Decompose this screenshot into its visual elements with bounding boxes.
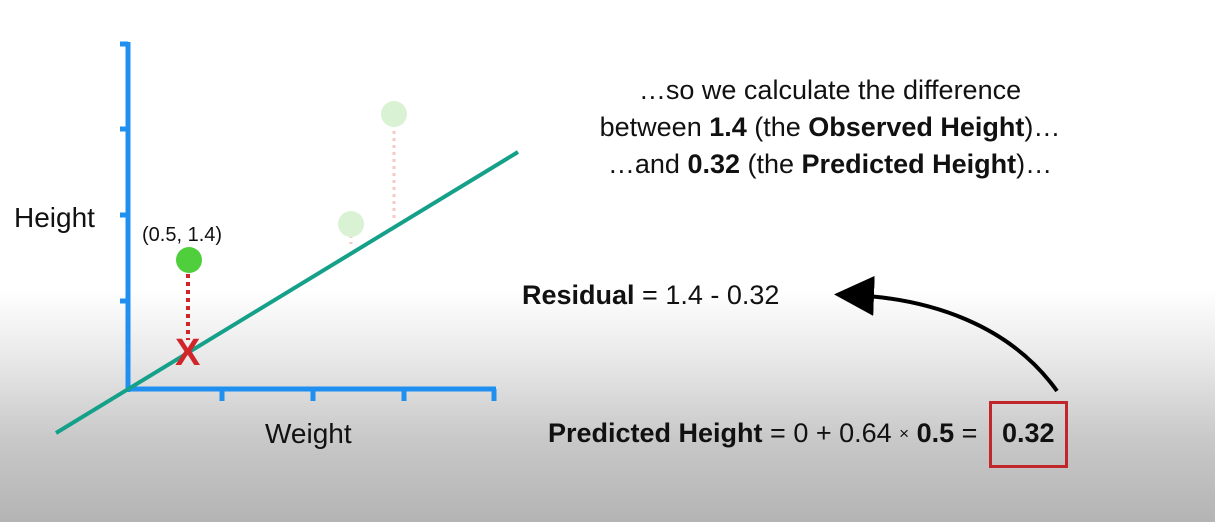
y-axis-label: Height [14,202,95,233]
caption-line-2: between 1.4 (the Observed Height)… [560,109,1100,146]
observed-height-term: Observed Height [808,112,1025,142]
predicted-marker: X [175,332,201,374]
caption-line-1: …so we calculate the difference [638,75,1022,105]
observed-value: 1.4 [709,112,747,142]
caption-text: )… [1024,112,1061,142]
caption-text: …and [607,149,688,179]
equation-text [909,418,917,448]
residual-equation: Residual = 1.4 - 0.32 [522,280,779,311]
fit-line [54,150,520,435]
result-value: 0.32 [1001,418,1055,448]
caption-text: (the [740,149,802,179]
predicted-value: 0.32 [687,149,741,179]
equals-sign: = [954,418,985,448]
caption-text: (the [746,112,809,142]
residual-label: Residual [522,280,635,310]
predicted-height-term: Predicted Height [801,149,1017,179]
multiply-sign: × [899,424,910,443]
equation-text: = 0 + 0.64 [762,418,900,448]
x-axis-label: Weight [265,418,352,449]
result-box: 0.32 [988,401,1068,468]
caption-line-3: …and 0.32 (the Predicted Height)… [560,146,1100,183]
observed-data-point [176,247,202,273]
faded-data-point [338,211,364,237]
caption-text: )… [1016,149,1053,179]
predicted-height-label: Predicted Height [548,418,763,448]
residual-expression: = 1.4 - 0.32 [634,280,780,310]
caption: …so we calculate the difference between … [560,72,1100,183]
predicted-height-equation: Predicted Height = 0 + 0.64 × 0.5 = 0.32 [548,401,1068,468]
point-label: (0.5, 1.4) [142,224,223,246]
faded-data-point [381,101,407,127]
weight-value: 0.5 [916,418,955,448]
caption-text: between [599,112,710,142]
